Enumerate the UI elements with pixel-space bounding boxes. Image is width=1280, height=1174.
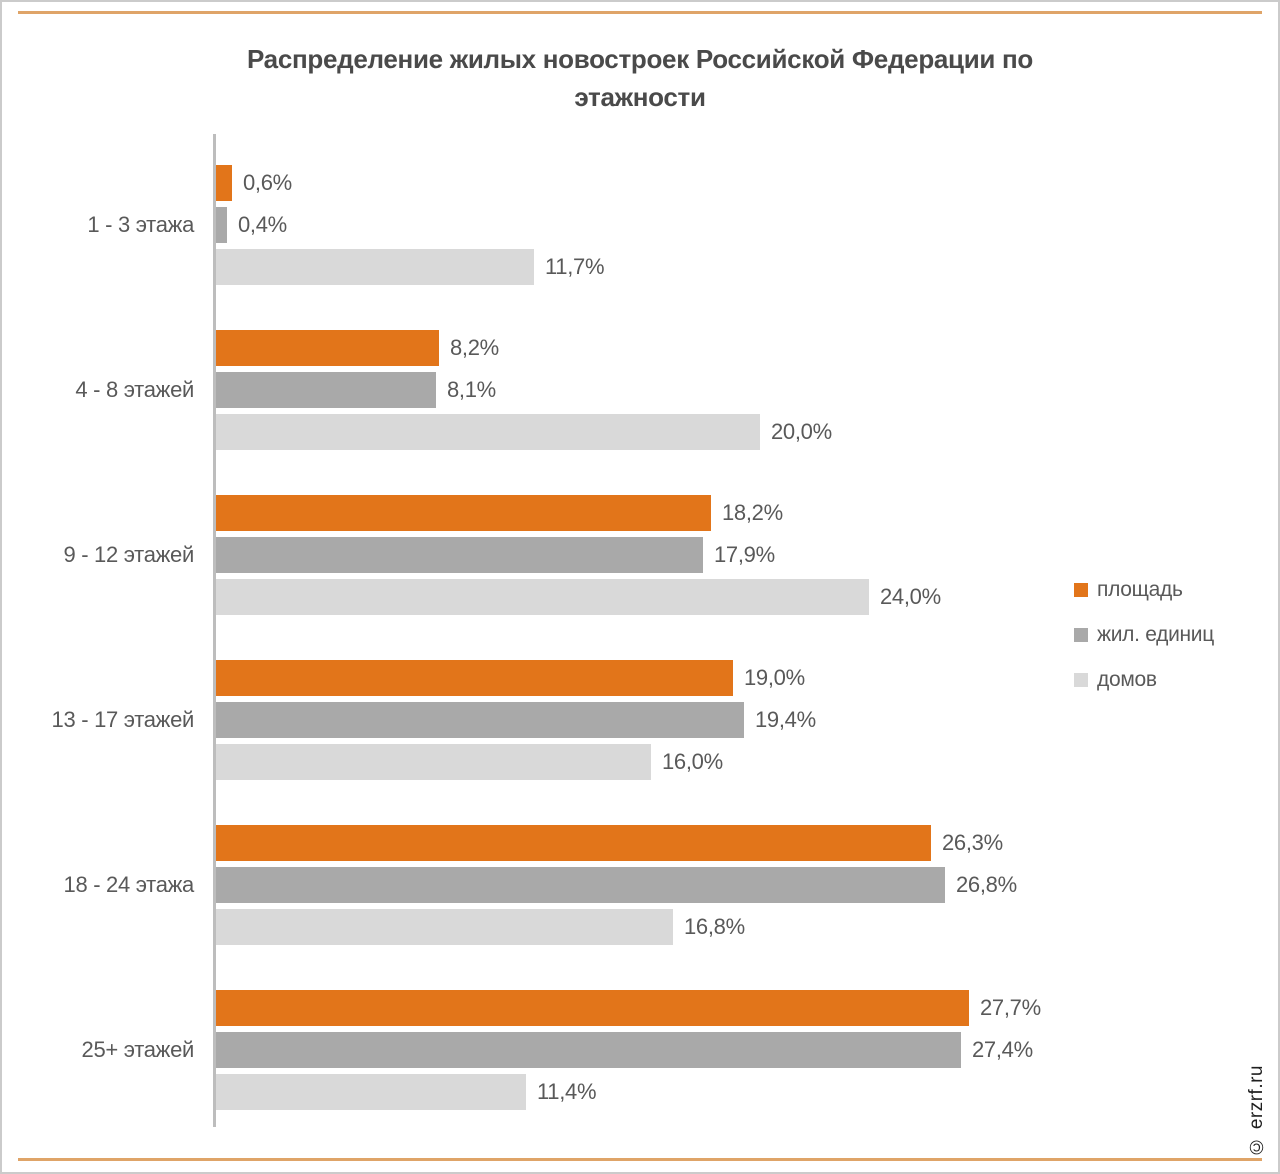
- bar-row: 27,4%: [216, 1032, 1041, 1068]
- bar-houses: [216, 1074, 526, 1110]
- bar-row: 8,1%: [216, 372, 1041, 408]
- bar-group: 1 - 3 этажа 0,6% 0,4% 11,7%: [87, 165, 1041, 285]
- bar-units: [216, 867, 945, 903]
- bar-groups: 1 - 3 этажа 0,6% 0,4% 11,7% 4 - 8 этажей 8,2%…: [52, 165, 1041, 1155]
- bar-row: 16,8%: [216, 909, 1041, 945]
- legend-swatch: [1074, 673, 1088, 687]
- bar-area: [216, 330, 439, 366]
- legend-label: площадь: [1097, 578, 1183, 601]
- legend: площадь жил. единиц домов: [1074, 578, 1214, 713]
- bar-row: 19,4%: [216, 702, 1041, 738]
- bar-houses: [216, 744, 651, 780]
- bar-row: 8,2%: [216, 330, 1041, 366]
- bar-houses: [216, 909, 673, 945]
- bar-area: [216, 495, 711, 531]
- value-label: 8,2%: [450, 335, 499, 360]
- bar-row: 20,0%: [216, 414, 1041, 450]
- category-label: 4 - 8 этажей: [75, 377, 194, 402]
- bar-group: 4 - 8 этажей 8,2% 8,1% 20,0%: [75, 330, 1041, 450]
- bar-group: 18 - 24 этажа 26,3% 26,8% 16,8%: [64, 825, 1041, 945]
- value-label: 8,1%: [447, 377, 496, 402]
- bar-group: 9 - 12 этажей 18,2% 17,9% 24,0%: [63, 495, 1041, 615]
- bar-area: [216, 660, 733, 696]
- bar-houses: [216, 579, 869, 615]
- legend-swatch: [1074, 628, 1088, 642]
- category-label: 18 - 24 этажа: [63, 872, 195, 897]
- value-label: 24,0%: [880, 584, 941, 609]
- bar-row: 0,6%: [216, 165, 1041, 201]
- bar-row: 16,0%: [216, 744, 1041, 780]
- value-label: 17,9%: [714, 542, 775, 567]
- bar-units: [216, 1032, 961, 1068]
- bar-units: [216, 372, 436, 408]
- bar-row: 24,0%: [216, 579, 1041, 615]
- value-label: 20,0%: [771, 419, 832, 444]
- value-label: 0,6%: [243, 170, 292, 195]
- bar-area: [216, 990, 969, 1026]
- value-label: 19,4%: [755, 707, 816, 732]
- bar-row: 11,7%: [216, 249, 1041, 285]
- legend-item-area: площадь: [1074, 578, 1214, 602]
- bar-row: 26,3%: [216, 825, 1041, 861]
- value-label: 27,4%: [972, 1037, 1033, 1062]
- value-label: 16,0%: [662, 749, 723, 774]
- category-label: 25+ этажей: [81, 1037, 195, 1062]
- category-label: 13 - 17 этажей: [51, 707, 195, 732]
- legend-item-houses: домов: [1074, 668, 1214, 692]
- watermark: © erzrf.ru: [1246, 1064, 1267, 1156]
- value-label: 16,8%: [684, 914, 745, 939]
- bar-row: 19,0%: [216, 660, 1041, 696]
- bar-row: 27,7%: [216, 990, 1041, 1026]
- bar-units: [216, 537, 703, 573]
- value-label: 26,3%: [942, 830, 1003, 855]
- value-label: 18,2%: [722, 500, 783, 525]
- chart-title: Распределение жилых новостроек Российско…: [246, 44, 1034, 112]
- value-label: 11,4%: [537, 1079, 597, 1104]
- top-divider-rule: [18, 11, 1262, 14]
- category-label: 1 - 3 этажа: [87, 212, 194, 237]
- bottom-divider-rule: [18, 1158, 1262, 1161]
- bar-area: [216, 825, 931, 861]
- bar-houses: [216, 414, 760, 450]
- bar-area: [216, 165, 232, 201]
- bar-units: [216, 702, 744, 738]
- bar-group: 25+ этажей 27,7% 27,4% 11,4%: [82, 990, 1041, 1110]
- bar-row: 11,4%: [216, 1074, 1041, 1110]
- y-axis-line: [213, 134, 216, 1127]
- bar-units: [216, 207, 227, 243]
- bar-houses: [216, 249, 534, 285]
- value-label: 27,7%: [980, 995, 1041, 1020]
- bar-row: 0,4%: [216, 207, 1041, 243]
- bar-group: 13 - 17 этажей 19,0% 19,4% 16,0%: [52, 660, 1041, 780]
- value-label: 11,7%: [545, 254, 605, 279]
- bar-row: 26,8%: [216, 867, 1041, 903]
- legend-swatch: [1074, 583, 1088, 597]
- bar-row: 17,9%: [216, 537, 1041, 573]
- legend-label: домов: [1097, 668, 1157, 691]
- value-label: 19,0%: [744, 665, 805, 690]
- category-label: 9 - 12 этажей: [63, 542, 194, 567]
- bar-row: 18,2%: [216, 495, 1041, 531]
- legend-label: жил. единиц: [1097, 623, 1214, 646]
- value-label: 26,8%: [956, 872, 1017, 897]
- value-label: 0,4%: [238, 212, 287, 237]
- legend-item-units: жил. единиц: [1074, 623, 1214, 647]
